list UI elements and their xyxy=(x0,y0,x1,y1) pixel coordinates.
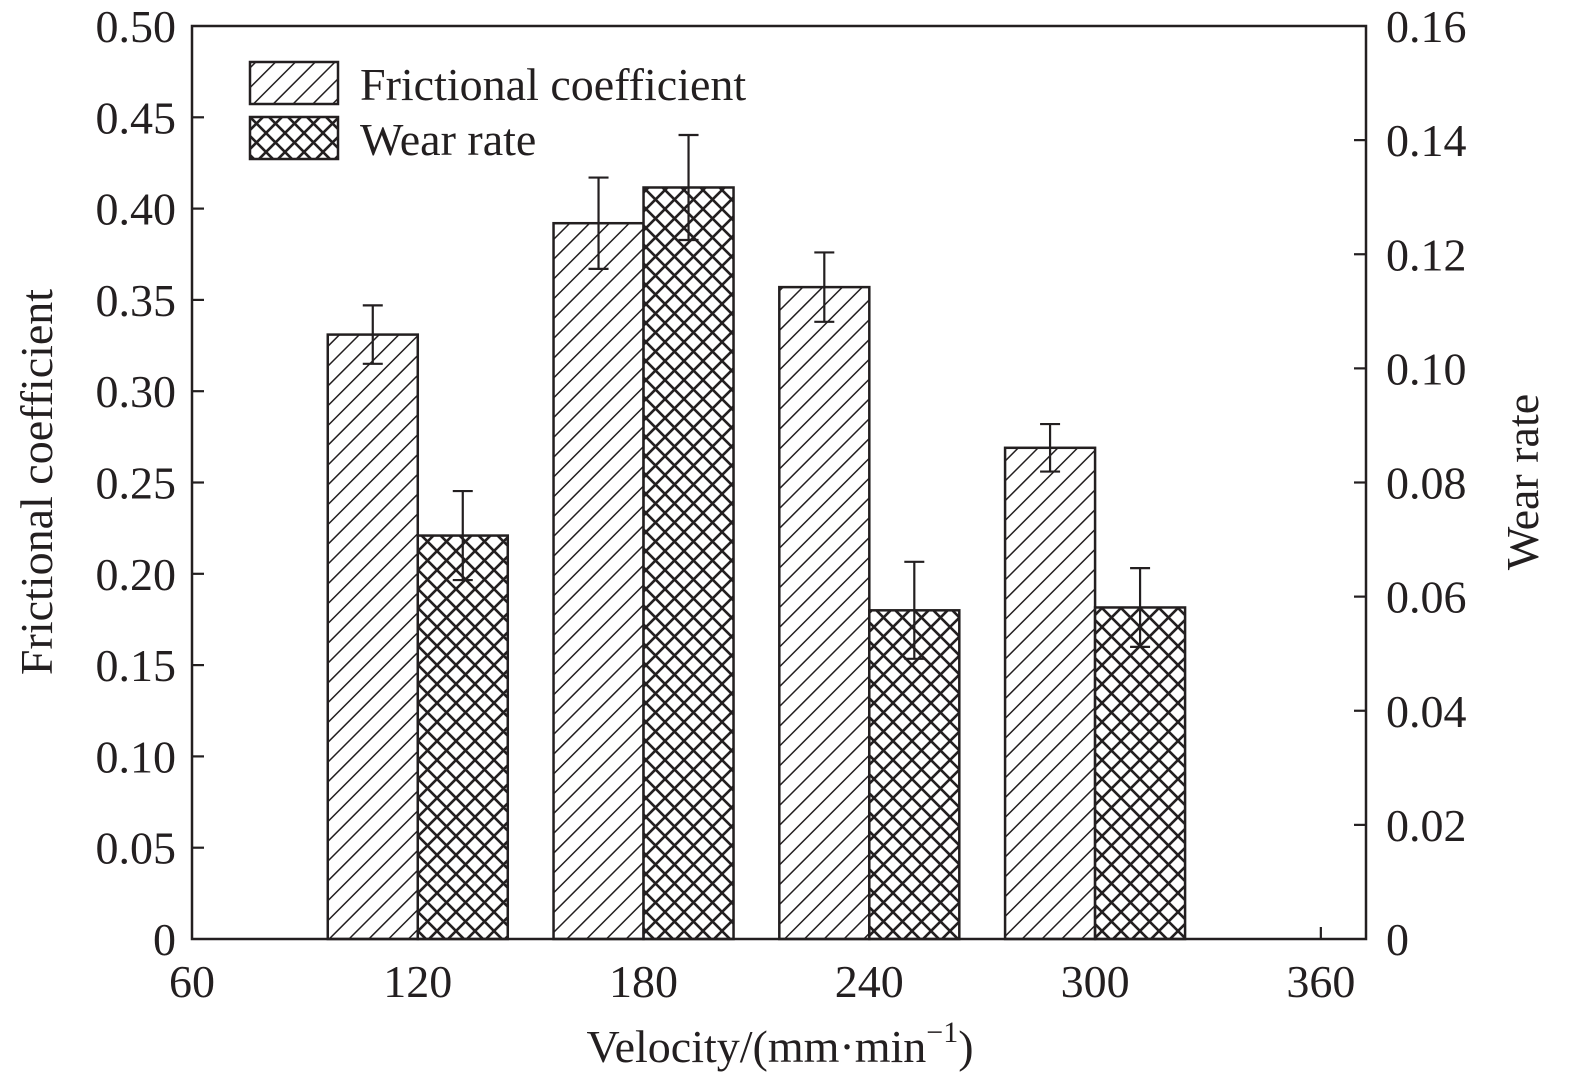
y-right-tick-label: 0.12 xyxy=(1386,229,1467,280)
legend-label-frictional-coefficient: Frictional coefficient xyxy=(360,59,746,110)
error-bar-wear-rate-240 xyxy=(904,560,925,660)
bar-frictional-coefficient-120 xyxy=(326,333,420,941)
error-bar-wear-rate-300 xyxy=(1130,566,1151,648)
y-left-tick-label: 0.40 xyxy=(96,184,177,235)
y-left-tick-label: 0.50 xyxy=(96,1,177,52)
y-right-tick-label: 0.02 xyxy=(1386,800,1467,851)
x-axis-title: Velocity/(mm·min−1) xyxy=(586,1016,973,1072)
y-right-tick-label: 0.14 xyxy=(1386,115,1467,166)
legend-swatch-frictional-coefficient xyxy=(248,60,340,106)
error-bar-frictional-coefficient-180 xyxy=(588,176,609,270)
legend-label-wear-rate: Wear rate xyxy=(360,114,536,165)
error-bars xyxy=(362,133,1151,660)
bars xyxy=(326,186,1187,941)
y-axis-left-title: Frictional coefficient xyxy=(11,289,62,675)
bar-frictional-coefficient-240 xyxy=(778,285,871,941)
legend-swatch-wear-rate xyxy=(248,115,340,161)
error-bar-frictional-coefficient-240 xyxy=(814,251,835,323)
error-bar-frictional-coefficient-300 xyxy=(1040,422,1061,473)
legend: Frictional coefficient Wear rate xyxy=(248,59,746,165)
y-right-tick-label: 0.16 xyxy=(1386,1,1467,52)
y-axis-right-title: Wear rate xyxy=(1497,394,1548,570)
y-left-tick-label: 0.15 xyxy=(96,640,177,691)
error-bar-wear-rate-180 xyxy=(678,133,699,242)
y-left-tick-label: 0.20 xyxy=(96,549,177,600)
bar-wear-rate-120 xyxy=(416,534,510,941)
y-right-tick-label: 0 xyxy=(1386,914,1409,965)
x-tick-label: 60 xyxy=(169,956,215,1007)
error-bar-frictional-coefficient-120 xyxy=(362,304,383,365)
x-tick-label: 300 xyxy=(1061,956,1130,1007)
axis-ticks xyxy=(192,116,1366,939)
x-tick-label: 180 xyxy=(609,956,678,1007)
y-right-tick-label: 0.04 xyxy=(1386,686,1467,737)
y-right-tick-label: 0.10 xyxy=(1386,343,1467,394)
y-right-tick-label: 0.08 xyxy=(1386,458,1467,509)
axis-tick-labels: 60 120 180 240 300 360 0 0.05 0.10 0.15 0.20 0.25 0.… xyxy=(96,1,1467,1007)
bar-frictional-coefficient-180 xyxy=(552,221,645,941)
x-tick-label: 120 xyxy=(383,956,452,1007)
x-tick-label: 240 xyxy=(835,956,904,1007)
y-left-tick-label: 0 xyxy=(153,914,176,965)
y-left-tick-label: 0.25 xyxy=(96,458,177,509)
error-bar-wear-rate-120 xyxy=(452,489,473,582)
y-left-tick-label: 0.05 xyxy=(96,823,177,874)
y-left-tick-label: 0.10 xyxy=(96,731,177,782)
x-tick-label: 360 xyxy=(1286,956,1355,1007)
y-left-tick-label: 0.45 xyxy=(96,92,177,143)
y-right-tick-label: 0.06 xyxy=(1386,572,1467,623)
bar-wear-rate-180 xyxy=(642,186,735,941)
bar-wear-rate-300 xyxy=(1093,606,1187,941)
y-left-tick-label: 0.30 xyxy=(96,366,177,417)
bar-wear-rate-240 xyxy=(868,609,961,941)
bar-frictional-coefficient-300 xyxy=(1003,446,1097,941)
y-left-tick-label: 0.35 xyxy=(96,275,177,326)
